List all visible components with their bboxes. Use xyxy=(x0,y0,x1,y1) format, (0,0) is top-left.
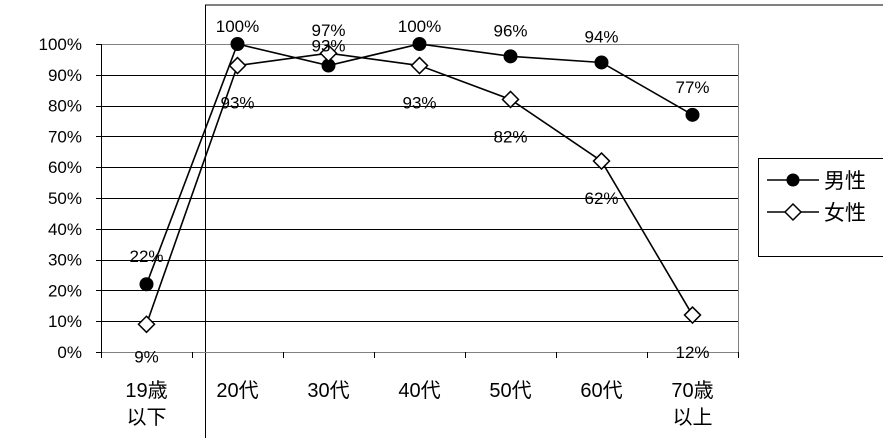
y-tick-label: 60% xyxy=(48,158,82,177)
marker-female xyxy=(137,315,156,334)
x-tick-label: 50代 xyxy=(489,379,531,402)
data-label-female: 97% xyxy=(311,21,345,40)
plot-area-border xyxy=(96,44,739,358)
y-tick-label: 40% xyxy=(48,220,82,239)
marker-female xyxy=(501,90,520,109)
x-tick-label: 60代 xyxy=(580,379,622,402)
data-label-male: 100% xyxy=(398,17,441,36)
chart-area-border xyxy=(205,4,883,438)
marker-male xyxy=(594,55,609,70)
y-tick-label: 100% xyxy=(39,35,82,54)
legend-marker-female xyxy=(783,202,803,222)
data-label-male: 22% xyxy=(129,247,163,266)
data-label-male: 77% xyxy=(675,78,709,97)
x-axis-tick-labels: 19歳以下 20代 30代 40代 50代 60代 70歳以上 xyxy=(125,379,713,429)
marker-female xyxy=(228,56,247,75)
y-tick-label: 10% xyxy=(48,312,82,331)
marker-female xyxy=(592,151,611,171)
x-tick-label: 19歳以下 xyxy=(125,379,167,429)
marker-male xyxy=(139,277,154,292)
data-label-male: 96% xyxy=(493,21,527,40)
legend-box xyxy=(758,158,883,257)
data-label-female: 93% xyxy=(402,94,436,113)
x-tick-label: 30代 xyxy=(307,379,349,402)
data-label-female: 9% xyxy=(134,347,159,366)
marker-female xyxy=(319,44,338,63)
legend-label: 男性 xyxy=(824,170,866,193)
y-tick-label: 70% xyxy=(48,127,82,146)
data-label-male: 94% xyxy=(584,27,618,46)
gridlines xyxy=(101,44,738,353)
y-tick-label: 90% xyxy=(48,66,82,85)
series-line-male xyxy=(145,43,693,285)
marker-male xyxy=(685,107,700,122)
x-tick-label: 20代 xyxy=(216,379,258,402)
marker-male xyxy=(503,49,518,64)
data-label-female: 12% xyxy=(675,343,709,362)
x-tick-label: 70歳以上 xyxy=(671,379,713,429)
y-tick-label: 0% xyxy=(57,343,82,362)
data-label-male: 100% xyxy=(216,17,259,36)
legend-label: 女性 xyxy=(824,202,866,225)
data-label-male: 93% xyxy=(311,37,345,56)
y-tick-label: 20% xyxy=(48,281,82,300)
y-tick-label: 50% xyxy=(48,189,82,208)
data-labels: 22%100%93%100% 96% 94%77%9%93%97%93%82%62%… xyxy=(129,17,709,366)
data-label-female: 93% xyxy=(220,94,254,113)
marker-female xyxy=(683,305,702,325)
marker-male xyxy=(412,37,427,51)
y-axis-tick-labels: 0% 10% 20% 30% 40% 50% 60% 70% 80% 90% 100% xyxy=(39,35,82,362)
data-label-female: 82% xyxy=(493,127,527,146)
marker-female xyxy=(410,56,429,75)
x-tick-label: 40代 xyxy=(398,379,440,402)
marker-male xyxy=(230,37,245,51)
series-layer xyxy=(137,37,702,334)
legend-marker-male xyxy=(786,173,800,187)
y-tick-label: 80% xyxy=(48,97,82,116)
data-label-female: 62% xyxy=(584,189,618,208)
y-tick-label: 30% xyxy=(48,251,82,270)
